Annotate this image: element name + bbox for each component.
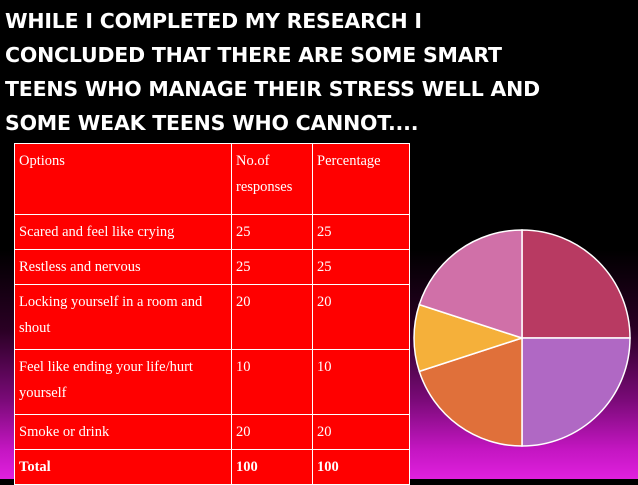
responses-table: Options No.of responses Percentage Scare… — [14, 143, 410, 485]
percentage-cell: 25 — [312, 214, 410, 250]
percentage-cell: 20 — [312, 414, 410, 450]
title-line: TEENS WHO MANAGE THEIR STRESS WELL AND — [5, 77, 540, 101]
header-percentage: Percentage — [312, 143, 410, 215]
responses-cell: 25 — [231, 214, 313, 250]
pie-slice — [418, 229, 523, 340]
responses-cell: 20 — [231, 284, 313, 350]
pie-slice — [521, 337, 631, 447]
responses-cell: 20 — [231, 414, 313, 450]
table-total-row: Total 100 100 — [14, 449, 410, 485]
table-row: Feel like ending your life/hurt yourself… — [14, 349, 410, 415]
percentage-cell: 20 — [312, 284, 410, 350]
pie-slice — [418, 336, 523, 447]
table-row: Smoke or drink 20 20 — [14, 414, 410, 450]
responses-cell: 10 — [231, 349, 313, 415]
option-cell: Restless and nervous — [14, 249, 232, 285]
option-cell: Feel like ending your life/hurt yourself — [14, 349, 232, 415]
percentage-cell: 10 — [312, 349, 410, 415]
total-percentage: 100 — [312, 449, 410, 485]
table-header-row: Options No.of responses Percentage — [14, 143, 410, 215]
pie-slice — [521, 229, 631, 339]
responses-cell: 25 — [231, 249, 313, 285]
title-line: WHILE I COMPLETED MY RESEARCH I — [5, 9, 422, 33]
pie-chart — [413, 229, 631, 447]
total-responses: 100 — [231, 449, 313, 485]
option-cell: Locking yourself in a room and shout — [14, 284, 232, 350]
percentage-cell: 25 — [312, 249, 410, 285]
total-label: Total — [14, 449, 232, 485]
table-row: Scared and feel like crying 25 25 — [14, 214, 410, 250]
title-line: SOME WEAK TEENS WHO CANNOT.... — [5, 111, 419, 135]
option-cell: Scared and feel like crying — [14, 214, 232, 250]
table-row: Restless and nervous 25 25 — [14, 249, 410, 285]
header-options: Options — [14, 143, 232, 215]
table-row: Locking yourself in a room and shout 20 … — [14, 284, 410, 350]
slide-title: WHILE I COMPLETED MY RESEARCH I CONCLUDE… — [5, 4, 633, 140]
title-line: CONCLUDED THAT THERE ARE SOME SMART — [5, 43, 502, 67]
option-cell: Smoke or drink — [14, 414, 232, 450]
header-responses: No.of responses — [231, 143, 313, 215]
